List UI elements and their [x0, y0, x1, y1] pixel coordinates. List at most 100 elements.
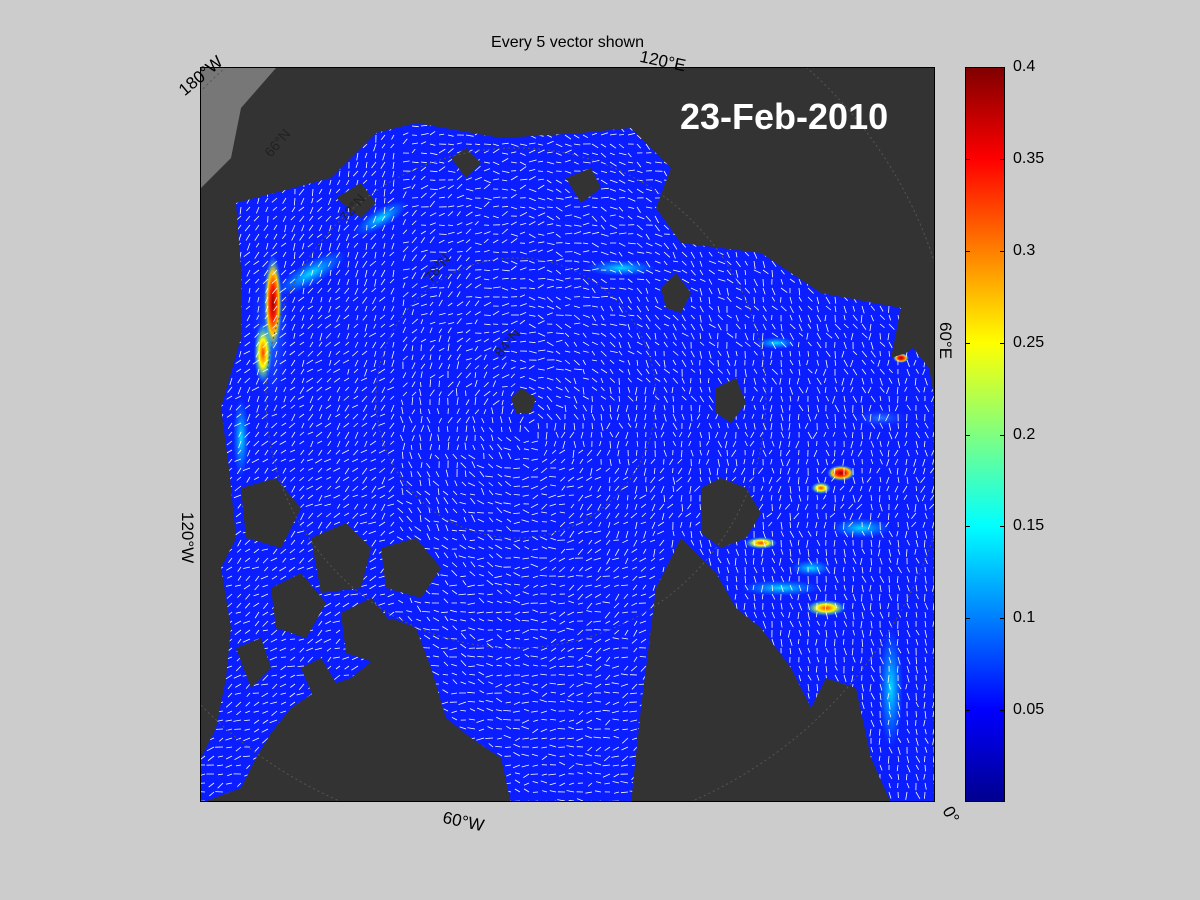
vector-arrow	[308, 512, 314, 519]
vector-arrow	[451, 529, 458, 532]
vector-arrow	[618, 368, 624, 373]
vector-arrow	[636, 287, 643, 295]
vector-arrow	[785, 449, 791, 457]
vector-arrow	[438, 347, 445, 352]
vector-arrow	[887, 332, 890, 341]
vector-arrow	[560, 431, 566, 439]
vector-arrow	[291, 440, 296, 447]
vector-arrow	[378, 422, 386, 426]
vector-arrow	[437, 488, 440, 496]
vector-arrow	[335, 449, 341, 455]
vector-arrow	[335, 485, 341, 489]
vector-arrow	[771, 368, 778, 375]
vector-arrow	[843, 314, 846, 321]
vector-arrow	[650, 476, 656, 484]
vector-arrow	[336, 458, 341, 465]
vector-arrow	[654, 341, 660, 346]
vector-arrow	[672, 530, 675, 537]
vector-arrow	[651, 521, 656, 529]
vector-arrow	[645, 341, 650, 349]
vector-arrow	[761, 413, 764, 420]
vector-arrow	[458, 529, 467, 532]
vector-arrow	[468, 454, 476, 460]
vector-arrow	[255, 242, 260, 248]
vector-arrow	[618, 215, 625, 219]
vector-arrow	[300, 368, 305, 375]
vector-arrow	[411, 229, 416, 235]
vector-arrow	[519, 367, 527, 370]
vector-arrow	[501, 269, 510, 272]
vector-arrow	[906, 449, 910, 457]
vector-arrow	[760, 485, 764, 491]
vector-arrow	[861, 593, 863, 602]
vector-arrow	[510, 373, 516, 379]
vector-arrow	[564, 277, 571, 280]
vector-arrow	[832, 431, 836, 437]
vector-arrow	[613, 521, 620, 526]
vector-arrow	[465, 362, 472, 370]
vector-arrow	[420, 285, 428, 289]
vector-arrow	[600, 431, 603, 438]
vector-arrow	[346, 332, 350, 340]
vector-arrow	[429, 236, 435, 244]
vector-arrow	[516, 445, 521, 451]
vector-arrow	[690, 359, 694, 366]
vector-arrow	[591, 296, 600, 298]
vector-arrow	[636, 341, 643, 346]
vector-arrow	[681, 242, 687, 248]
vector-arrow	[281, 323, 287, 331]
vector-arrow	[501, 152, 509, 155]
vector-arrow	[362, 413, 368, 421]
vector-arrow	[456, 337, 464, 343]
vector-arrow	[570, 503, 575, 509]
vector-arrow	[591, 386, 598, 391]
vector-arrow	[501, 312, 510, 316]
vector-arrow	[521, 519, 530, 523]
vector-arrow	[402, 179, 410, 181]
vector-arrow	[550, 512, 557, 516]
vector-arrow	[663, 251, 671, 258]
vector-arrow	[788, 377, 791, 385]
vector-arrow	[546, 259, 553, 262]
vector-arrow	[744, 251, 750, 257]
vector-arrow	[371, 386, 377, 393]
vector-arrow	[362, 179, 368, 184]
vector-arrow	[618, 350, 623, 356]
vector-arrow	[438, 354, 441, 361]
vector-arrow	[744, 314, 750, 319]
vector-arrow	[546, 249, 554, 253]
vector-arrow	[600, 341, 606, 347]
vector-arrow	[761, 341, 764, 350]
vector-arrow	[474, 259, 481, 262]
vector-arrow	[753, 278, 758, 287]
vector-arrow	[450, 519, 458, 523]
vector-arrow	[671, 539, 674, 548]
vector-arrow	[600, 386, 605, 391]
vector-arrow	[690, 539, 695, 546]
vector-arrow	[537, 422, 540, 429]
vector-arrow	[501, 390, 504, 397]
vector-arrow	[245, 548, 251, 553]
vector-arrow	[519, 212, 528, 217]
vector-arrow	[618, 134, 625, 136]
vector-arrow	[497, 482, 503, 487]
vector-arrow	[378, 449, 386, 454]
vector-arrow	[606, 548, 611, 556]
vector-arrow	[282, 350, 287, 357]
vector-arrow	[364, 278, 368, 287]
vector-arrow	[789, 485, 792, 494]
vector-arrow	[654, 314, 660, 320]
vector-arrow	[360, 377, 368, 381]
vector-arrow	[591, 242, 599, 248]
vector-arrow	[492, 205, 500, 208]
vector-arrow	[690, 296, 693, 303]
vector-arrow	[677, 458, 683, 464]
vector-arrow	[244, 557, 251, 563]
vector-arrow	[271, 413, 278, 417]
vector-arrow	[237, 557, 242, 564]
vector-arrow	[591, 224, 598, 227]
vector-arrow	[371, 242, 377, 250]
vector-arrow	[751, 413, 755, 419]
vector-arrow	[546, 269, 553, 273]
plot-title: Every 5 vector shown	[491, 34, 644, 51]
